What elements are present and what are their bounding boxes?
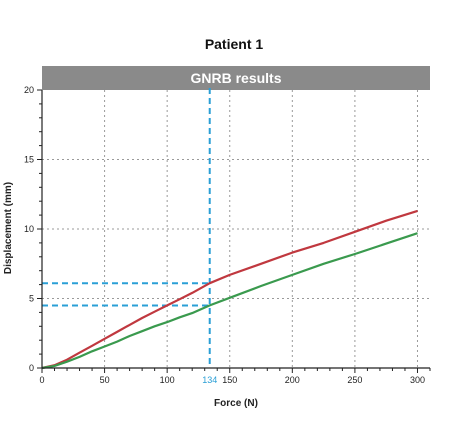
- axes: [37, 89, 431, 373]
- x-tick-label: 50: [100, 375, 110, 385]
- x-tick-label: 100: [160, 375, 175, 385]
- x-tick-label: 200: [285, 375, 300, 385]
- y-tick-label: 10: [24, 224, 34, 234]
- chart-subtitle: GNRB results: [190, 70, 281, 86]
- y-axis-title: Displacement (mm): [3, 182, 14, 274]
- y-tick-label: 15: [24, 155, 34, 165]
- highlight-guides: [42, 88, 211, 368]
- grid-lines: [42, 90, 430, 368]
- chart-title: Patient 1: [205, 36, 264, 52]
- y-tick-label: 20: [24, 85, 34, 95]
- series-line-1: [41, 209, 418, 370]
- y-tick-label: 0: [29, 363, 34, 373]
- x-tick-label: 150: [222, 375, 237, 385]
- subtitle-banner: [42, 66, 430, 90]
- x-tick-label: 300: [410, 375, 425, 385]
- tick-labels: 0 50 100 150 200 250 300 0 5 10 15 20 134: [24, 85, 425, 385]
- x-tick-label: 0: [39, 375, 44, 385]
- plot-series: [41, 209, 418, 370]
- series-line-2: [41, 232, 418, 370]
- y-tick-label: 5: [29, 294, 34, 304]
- highlight-x-label: 134: [202, 375, 217, 385]
- x-tick-label: 250: [347, 375, 362, 385]
- x-axis-title: Force (N): [214, 398, 258, 409]
